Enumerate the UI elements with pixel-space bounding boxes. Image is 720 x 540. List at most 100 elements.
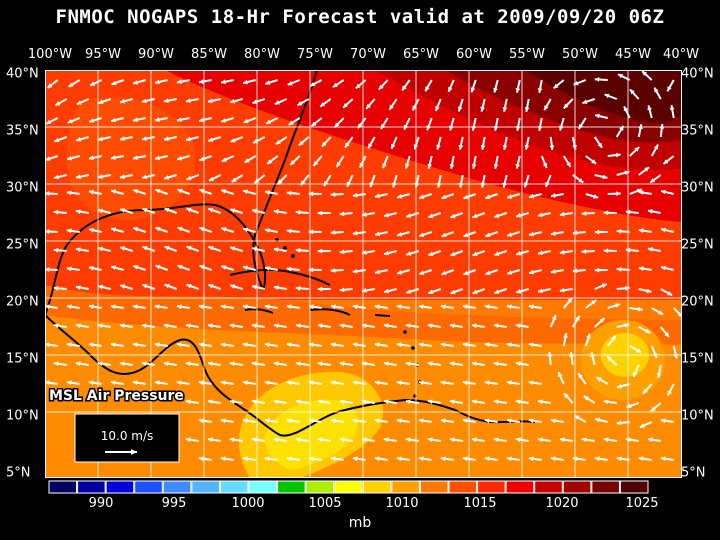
- wind-vector-head: [624, 322, 630, 328]
- wind-vector-head: [273, 285, 279, 291]
- colorbar-swatch: [619, 480, 649, 494]
- wind-vector-head: [164, 175, 170, 180]
- wind-vector-head: [418, 380, 424, 386]
- wind-vector-head: [667, 390, 672, 396]
- lon-label: 45°W: [615, 47, 651, 62]
- map-title: FNMOC NOGAPS 18-Hr Forecast valid at 200…: [55, 6, 665, 28]
- wind-vector-head: [528, 418, 534, 424]
- wind-vector-head: [132, 342, 138, 348]
- wind-vector-head: [596, 377, 602, 382]
- wind-vector-head: [449, 125, 454, 131]
- wind-vector-head: [155, 264, 161, 270]
- wind-vector-head: [45, 267, 50, 272]
- wind-vector-head: [396, 342, 402, 348]
- wind-vector-head: [427, 361, 433, 367]
- wind-vector-head: [470, 87, 476, 93]
- wind-vector-head: [264, 304, 270, 310]
- wind-vector-head: [374, 304, 380, 310]
- lon-label: 95°W: [85, 47, 121, 62]
- wind-vector-head: [663, 159, 669, 164]
- wind-vector-head: [133, 265, 139, 270]
- wind-vector-head: [97, 361, 103, 367]
- wind-vector-head: [89, 155, 94, 161]
- wind-vector-head: [98, 136, 103, 142]
- wind-vector-head: [111, 227, 117, 233]
- wind-vector-head: [485, 232, 491, 238]
- wind-vector-head: [317, 361, 323, 367]
- wind-vector-head: [636, 188, 642, 194]
- wind-vector-head: [220, 342, 226, 348]
- colorbar-swatch: [134, 480, 163, 494]
- wind-vector-head: [98, 208, 103, 214]
- wind-vector-head: [88, 342, 94, 348]
- wind-vector-head: [55, 101, 61, 106]
- wind-vector-head: [435, 106, 440, 112]
- wind-vector-head: [480, 145, 486, 150]
- wind-vector-head: [661, 189, 666, 195]
- wind-vector-head: [229, 437, 235, 443]
- wind-vector-head: [524, 107, 530, 112]
- wind-vector-head: [53, 285, 59, 291]
- wind-vector-head: [185, 399, 191, 405]
- wind-vectors: [45, 70, 682, 462]
- colorbar-label: 990: [88, 496, 114, 511]
- wind-vector-head: [396, 456, 402, 462]
- wind-vector-head: [346, 181, 352, 187]
- wind-vector-head: [603, 248, 609, 254]
- wind-vector-head: [619, 125, 624, 131]
- colorbar-swatch: [48, 480, 78, 494]
- wind-vector-head: [198, 342, 204, 348]
- wind-vector-head: [154, 380, 160, 386]
- wind-vector-head: [199, 117, 204, 123]
- wind-vector-head: [242, 418, 248, 424]
- wind-vector-head: [414, 182, 420, 188]
- wind-vector-head: [141, 361, 147, 367]
- wind-vector-head: [569, 352, 574, 357]
- wind-vector-head: [604, 93, 610, 99]
- wind-vector-head: [425, 86, 430, 92]
- lat-label: 20°N: [681, 294, 714, 310]
- wind-vector-head: [317, 210, 323, 216]
- wind-vector-head: [397, 270, 403, 275]
- wind-vector-head: [120, 246, 126, 251]
- colorbar-swatch: [448, 480, 478, 494]
- wind-vector-head: [493, 437, 499, 443]
- wind-vector-head: [339, 323, 345, 329]
- wind-vector-head: [361, 437, 367, 443]
- wind-vector-head: [352, 342, 358, 348]
- wind-vector-head: [295, 323, 301, 329]
- wind-vector-head: [330, 380, 336, 386]
- wind-vector-head: [47, 83, 53, 88]
- wind-vector-head: [317, 248, 323, 254]
- wind-vector-head: [54, 137, 60, 143]
- wind-vector-head: [317, 286, 323, 292]
- wind-vector-head: [53, 247, 59, 253]
- wind-vector-head: [542, 163, 548, 169]
- wind-vector-head: [506, 380, 512, 386]
- wind-vector-head: [601, 283, 607, 288]
- wind-vector-head: [572, 268, 578, 274]
- lat-label: 25°N: [681, 237, 714, 253]
- wind-vector-head: [89, 118, 95, 123]
- wind-vector-head: [502, 182, 507, 188]
- wind-vector-head: [418, 304, 424, 310]
- wind-vector-head: [242, 380, 248, 386]
- wind-vector-head: [507, 194, 513, 199]
- wind-vector-head: [155, 226, 161, 232]
- wind-vector-head: [133, 80, 139, 85]
- wind-vector-head: [141, 323, 147, 329]
- wind-vector-head: [66, 304, 72, 310]
- wind-vector-head: [529, 231, 534, 237]
- wind-vector-head: [352, 268, 358, 274]
- colorbar-label: 995: [161, 496, 187, 511]
- wind-vector-head: [594, 267, 600, 273]
- wind-vector-head: [647, 209, 653, 214]
- wind-vector-head: [625, 285, 630, 291]
- wind-vector-head: [591, 300, 597, 305]
- wind-vector-head: [603, 437, 609, 443]
- wind-vector-head: [426, 125, 432, 131]
- wind-vector-head: [593, 194, 599, 199]
- wind-vector-head: [207, 323, 213, 329]
- lat-label: 5°N: [681, 465, 706, 481]
- wind-vector-head: [647, 247, 653, 252]
